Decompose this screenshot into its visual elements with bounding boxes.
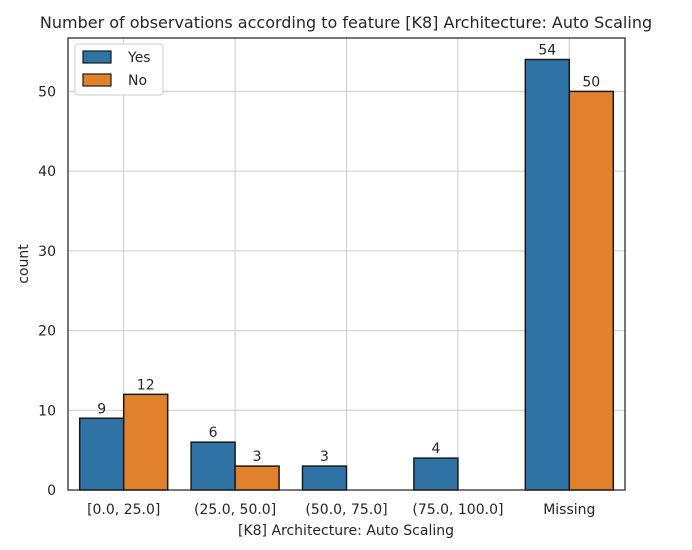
bar-no <box>122 393 169 491</box>
data-labels: 9 6 3 4 54 12 3 50 <box>97 43 600 466</box>
bar-value-label: 4 <box>431 441 440 457</box>
bar-no <box>234 465 280 491</box>
legend-label-yes: Yes <box>127 50 151 66</box>
x-axis-label: [K8] Architecture: Auto Scaling <box>238 523 454 539</box>
y-tick-label: 20 <box>38 324 56 340</box>
x-tick-label: (25.0, 50.0] <box>194 502 276 518</box>
bar-value-label: 50 <box>582 74 600 90</box>
x-tick-label: [0.0, 25.0] <box>87 502 160 518</box>
x-tick-labels: [0.0, 25.0] (25.0, 50.0] (50.0, 75.0] (75.0… <box>87 502 595 518</box>
bar-no <box>568 90 615 491</box>
x-tick-label: Missing <box>543 502 595 518</box>
plot-frame <box>67 37 626 491</box>
bars <box>78 58 615 491</box>
bar-yes <box>78 417 125 491</box>
y-tick-label: 0 <box>47 483 56 499</box>
bar-value-label: 54 <box>538 43 556 59</box>
bar-yes <box>301 465 348 491</box>
x-tick-label: (50.0, 75.0] <box>305 502 387 518</box>
bar-yes <box>524 58 571 491</box>
y-tick-labels: 0 10 20 30 40 50 <box>38 84 56 499</box>
bar-yes <box>190 441 236 491</box>
bar-value-label: 12 <box>137 377 155 393</box>
chart-title: Number of observations according to feat… <box>40 13 652 32</box>
bar-yes <box>413 457 459 491</box>
legend: Yes No <box>74 43 164 96</box>
legend-label-no: No <box>128 73 147 89</box>
x-tick-label: (75.0, 100.0] <box>412 502 503 518</box>
y-tick-label: 30 <box>38 244 56 260</box>
bar-value-label: 6 <box>209 425 218 441</box>
legend-swatch-yes <box>82 50 112 64</box>
y-axis-label: count <box>16 244 32 284</box>
bar-value-label: 3 <box>320 449 329 465</box>
bar-value-label: 9 <box>97 401 106 417</box>
y-tick-label: 10 <box>38 403 56 419</box>
legend-swatch-no <box>82 73 112 87</box>
y-tick-label: 40 <box>38 164 56 180</box>
y-tick-label: 50 <box>38 84 56 100</box>
bar-value-label: 3 <box>253 449 262 465</box>
